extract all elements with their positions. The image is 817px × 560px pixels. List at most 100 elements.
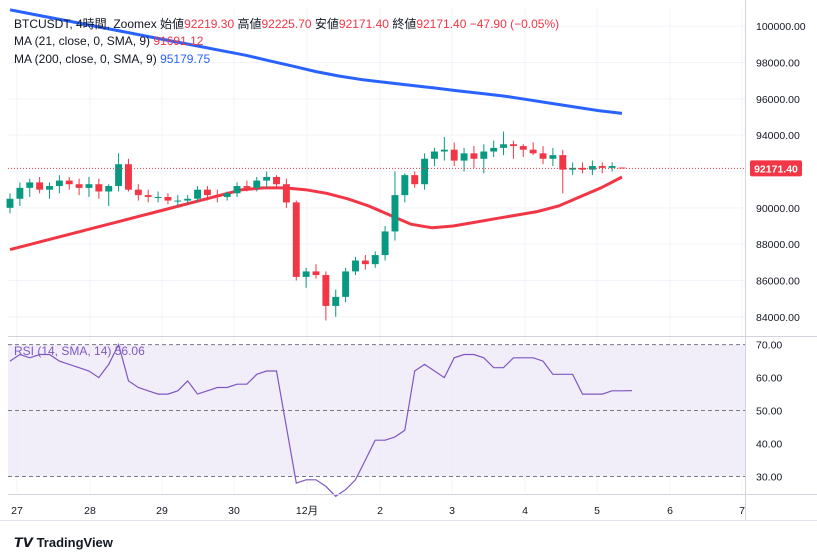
candle-body xyxy=(184,198,192,201)
time-tick-label: 28 xyxy=(84,505,96,517)
open-label: 始値 xyxy=(160,17,185,31)
ma21-line xyxy=(9,175,623,252)
price-tick-label: 96000.00 xyxy=(756,94,800,106)
rsi-tick-label: 40.00 xyxy=(756,439,782,451)
time-tick-label: 3 xyxy=(449,505,455,517)
axes: 100000.0098000.0096000.0094000.0092000.0… xyxy=(0,0,817,521)
candle-body xyxy=(16,187,24,199)
candle-body xyxy=(588,166,596,170)
rsi-legend[interactable]: RSI (14, SMA, 14) 56.06 xyxy=(14,344,145,358)
candle-body xyxy=(480,151,488,159)
candle-body xyxy=(105,186,113,192)
price-tick-label: 98000.00 xyxy=(756,58,800,70)
time-tick-label: 6 xyxy=(667,505,673,517)
rsi-tick-label: 50.00 xyxy=(756,406,782,418)
candle-body xyxy=(509,144,517,147)
rsi-tick-label: 70.00 xyxy=(756,340,782,352)
price-tick-label: 86000.00 xyxy=(756,276,800,288)
change-value: −47.90 (−0.05%) xyxy=(469,17,560,31)
candle-body xyxy=(421,158,429,185)
candle-body xyxy=(253,180,261,188)
rsi-tick-label: 30.00 xyxy=(756,472,782,484)
price-pane[interactable] xyxy=(6,8,745,321)
candle-body xyxy=(559,155,567,170)
candle-body xyxy=(75,184,83,188)
candle-body xyxy=(618,167,626,169)
candle-body xyxy=(292,202,300,277)
candle-body xyxy=(144,195,152,197)
time-tick-label: 29 xyxy=(156,505,168,517)
candle-body xyxy=(312,271,320,276)
time-tick-label: 2 xyxy=(377,505,383,517)
rsi-label: RSI (14, SMA, 14) xyxy=(14,344,112,358)
candle-body xyxy=(263,176,271,181)
candle-body xyxy=(500,144,508,148)
candle-body xyxy=(194,189,202,199)
candle-body xyxy=(430,151,438,159)
last-price-badge xyxy=(750,160,802,177)
candle-body xyxy=(174,200,182,202)
candle-body xyxy=(440,149,448,152)
candle-body xyxy=(539,153,547,159)
rsi-tick-label: 60.00 xyxy=(756,373,782,385)
time-tick-label: 30 xyxy=(228,505,240,517)
open-value: 92219.30 xyxy=(184,17,235,31)
candle-body xyxy=(529,149,537,154)
candle-body xyxy=(411,175,419,185)
candle-body xyxy=(342,271,350,297)
rsi-pane[interactable] xyxy=(8,342,745,498)
candle-body xyxy=(579,167,586,170)
candle-body xyxy=(243,186,251,188)
candle-body xyxy=(124,164,132,190)
candle-body xyxy=(460,153,468,161)
candle-body xyxy=(470,153,478,159)
candle-body xyxy=(401,175,409,196)
candle-body xyxy=(46,186,53,190)
price-tick-label: 84000.00 xyxy=(756,312,800,324)
candle-body xyxy=(332,296,340,306)
tradingview-logo-icon: 𝙏𝙑 xyxy=(14,535,33,550)
rsi-value: 56.06 xyxy=(114,344,145,358)
candle-body xyxy=(273,176,280,185)
ma200-label: MA (200, close, 0, SMA, 9) xyxy=(14,52,157,66)
close-value: 92171.40 xyxy=(416,17,467,31)
candle-body xyxy=(391,195,399,232)
candle-body xyxy=(55,180,63,187)
close-label: 終値 xyxy=(392,17,417,31)
candle-body xyxy=(282,184,290,203)
candle-body xyxy=(233,186,241,194)
ohlc-legend: BTCUSDT, 4時間, Zoomex 始値92219.30 高値92225.… xyxy=(14,15,559,32)
price-tick-label: 88000.00 xyxy=(756,239,800,251)
footer-brand[interactable]: 𝙏𝙑 TradingView xyxy=(14,535,113,551)
ma200-value: 95179.75 xyxy=(160,52,211,66)
candle-body xyxy=(213,195,221,197)
time-tick-label: 5 xyxy=(594,505,600,517)
symbol-label: BTCUSDT, 4時間, Zoomex xyxy=(14,17,157,31)
ma21-value: 91691.12 xyxy=(153,34,204,48)
time-tick-label: 27 xyxy=(11,505,23,517)
candle-body xyxy=(450,149,458,161)
ma21-label: MA (21, close, 0, SMA, 9) xyxy=(14,34,151,48)
time-tick-label: 12月 xyxy=(296,505,318,517)
candle-body xyxy=(361,260,369,265)
price-tick-label: 100000.00 xyxy=(756,21,806,33)
candle-body xyxy=(154,196,162,198)
candle-body xyxy=(598,166,606,168)
rsi-line xyxy=(9,342,632,498)
candle-body xyxy=(549,155,557,159)
brand-name: TradingView xyxy=(36,535,113,550)
ma200-legend[interactable]: MA (200, close, 0, SMA, 9) 95179.75 xyxy=(14,52,210,66)
candle-body xyxy=(519,146,527,150)
candle-body xyxy=(203,189,211,196)
ma21-legend[interactable]: MA (21, close, 0, SMA, 9) 91691.12 xyxy=(14,34,203,48)
candle-body xyxy=(36,182,44,190)
time-tick-label: 7 xyxy=(739,505,745,517)
last-price-label: 92171.40 xyxy=(754,163,798,175)
candle-body xyxy=(164,196,172,201)
candle-body xyxy=(85,184,93,188)
candle-body xyxy=(490,147,498,152)
low-label: 安値 xyxy=(314,17,339,31)
candle-body xyxy=(65,180,73,185)
candle-body xyxy=(371,255,379,265)
